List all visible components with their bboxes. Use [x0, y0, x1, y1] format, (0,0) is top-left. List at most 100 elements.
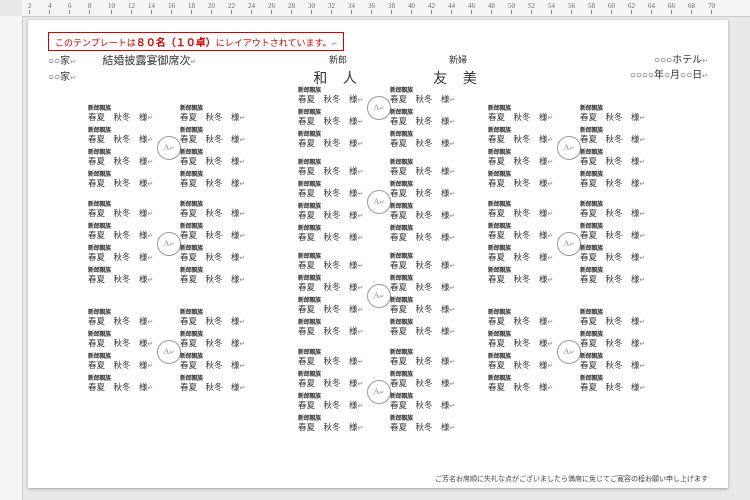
guest-name: 春夏 秋冬 様↵ [180, 179, 250, 189]
guest-name: 春夏 秋冬 様↵ [88, 157, 158, 167]
guest-name: 春夏 秋冬 様↵ [580, 275, 650, 285]
guest-name: 春夏 秋冬 様↵ [390, 117, 460, 127]
ruler-tick: 26 [268, 2, 275, 14]
guest: 新郎親族春夏 秋冬 様↵ [180, 310, 250, 326]
guest-name: 春夏 秋冬 様↵ [298, 283, 368, 293]
ruler-tick: 68 [688, 2, 695, 14]
guest-name: 春夏 秋冬 様↵ [298, 139, 368, 149]
guest: 新郎親族春夏 秋冬 様↵ [88, 310, 158, 326]
guest-name: 春夏 秋冬 様↵ [180, 317, 250, 327]
guest: 新郎親族春夏 秋冬 様↵ [488, 376, 558, 392]
ruler-tick: 56 [568, 2, 575, 14]
guest: 新郎親族春夏 秋冬 様↵ [180, 268, 250, 284]
ruler-tick: 46 [468, 2, 475, 14]
guest-name: 春夏 秋冬 様↵ [488, 157, 558, 167]
footer-note: ご芳名お席順に失礼な点がございましたら満席に免じてご寛容の程お願い申し上げます [435, 474, 708, 484]
guest: 新郎親族春夏 秋冬 様↵ [488, 246, 558, 262]
ruler-tick: 18 [188, 2, 195, 14]
seating-area: A↵新郎親族春夏 秋冬 様↵新郎親族春夏 秋冬 様↵新郎親族春夏 秋冬 様↵新郎… [48, 94, 708, 474]
seating-table: A↵新郎親族春夏 秋冬 様↵新郎親族春夏 秋冬 様↵新郎親族春夏 秋冬 様↵新郎… [298, 160, 458, 242]
guest-name: 春夏 秋冬 様↵ [390, 379, 460, 389]
ruler-tick: 42 [428, 2, 435, 14]
guest-name: 春夏 秋冬 様↵ [580, 179, 650, 189]
guest: 新郎親族春夏 秋冬 様↵ [580, 332, 650, 348]
guest-name: 春夏 秋冬 様↵ [390, 357, 460, 367]
ruler-tick: 52 [528, 2, 535, 14]
guest-name: 春夏 秋冬 様↵ [390, 305, 460, 315]
guest-name: 春夏 秋冬 様↵ [488, 275, 558, 285]
guest-name: 春夏 秋冬 様↵ [488, 317, 558, 327]
guest: 新郎親族春夏 秋冬 様↵ [488, 332, 558, 348]
seating-table: A↵新郎親族春夏 秋冬 様↵新郎親族春夏 秋冬 様↵新郎親族春夏 秋冬 様↵新郎… [88, 310, 248, 392]
guest-name: 春夏 秋冬 様↵ [580, 113, 650, 123]
guest: 新郎親族春夏 秋冬 様↵ [298, 204, 368, 220]
guest-name: 春夏 秋冬 様↵ [180, 339, 250, 349]
guest: 新郎親族春夏 秋冬 様↵ [390, 350, 460, 366]
guest: 新郎親族春夏 秋冬 様↵ [580, 246, 650, 262]
guest-name: 春夏 秋冬 様↵ [88, 339, 158, 349]
ruler-tick: 38 [388, 2, 395, 14]
guest: 新郎親族春夏 秋冬 様↵ [580, 202, 650, 218]
guest-name: 春夏 秋冬 様↵ [88, 231, 158, 241]
guest: 新郎親族春夏 秋冬 様↵ [88, 376, 158, 392]
guest-name: 春夏 秋冬 様↵ [390, 233, 460, 243]
guest: 新郎親族春夏 秋冬 様↵ [88, 354, 158, 370]
guest-name: 春夏 秋冬 様↵ [180, 361, 250, 371]
guest: 新郎親族春夏 秋冬 様↵ [180, 224, 250, 240]
guest: 新郎親族春夏 秋冬 様↵ [298, 132, 368, 148]
ruler-tick: 70 [708, 2, 715, 14]
guest-name: 春夏 秋冬 様↵ [488, 361, 558, 371]
guest-name: 春夏 秋冬 様↵ [298, 423, 368, 433]
ruler-tick: 50 [508, 2, 515, 14]
guest-name: 春夏 秋冬 様↵ [88, 209, 158, 219]
ruler-tick: 36 [368, 2, 375, 14]
guest-name: 春夏 秋冬 様↵ [390, 401, 460, 411]
table-circle: A↵ [367, 190, 391, 214]
event-title: 結婚披露宴御席次 [102, 55, 190, 67]
table-circle: A↵ [157, 340, 181, 364]
page: このテンプレートは８０名（１０卓）にレイアウトされています。↵ ○○家↵ 結婚披… [28, 20, 728, 488]
ruler-tick: 48 [488, 2, 495, 14]
table-circle: A↵ [367, 380, 391, 404]
guest-name: 春夏 秋冬 様↵ [88, 383, 158, 393]
guest: 新郎親族春夏 秋冬 様↵ [298, 394, 368, 410]
guest-name: 春夏 秋冬 様↵ [390, 283, 460, 293]
guest: 新郎親族春夏 秋冬 様↵ [488, 310, 558, 326]
guest: 新郎親族春夏 秋冬 様↵ [580, 128, 650, 144]
guest: 新郎親族春夏 秋冬 様↵ [390, 182, 460, 198]
guest: 新郎親族春夏 秋冬 様↵ [390, 372, 460, 388]
guest-name: 春夏 秋冬 様↵ [488, 383, 558, 393]
ruler-tick: 60 [608, 2, 615, 14]
guest-name: 春夏 秋冬 様↵ [488, 339, 558, 349]
guest-name: 春夏 秋冬 様↵ [390, 261, 460, 271]
guest-name: 春夏 秋冬 様↵ [580, 157, 650, 167]
guest: 新郎親族春夏 秋冬 様↵ [298, 276, 368, 292]
guest: 新郎親族春夏 秋冬 様↵ [488, 354, 558, 370]
ruler-tick: 54 [548, 2, 555, 14]
guest-name: 春夏 秋冬 様↵ [180, 275, 250, 285]
guest: 新郎親族春夏 秋冬 様↵ [488, 268, 558, 284]
guest: 新郎親族春夏 秋冬 様↵ [88, 332, 158, 348]
guest-name: 春夏 秋冬 様↵ [488, 179, 558, 189]
guest: 新郎親族春夏 秋冬 様↵ [390, 298, 460, 314]
guest: 新郎親族春夏 秋冬 様↵ [88, 224, 158, 240]
guest-name: 春夏 秋冬 様↵ [180, 383, 250, 393]
seating-table: A↵新郎親族春夏 秋冬 様↵新郎親族春夏 秋冬 様↵新郎親族春夏 秋冬 様↵新郎… [88, 106, 248, 188]
guest: 新郎親族春夏 秋冬 様↵ [88, 150, 158, 166]
guest-name: 春夏 秋冬 様↵ [298, 327, 368, 337]
ruler-tick: 40 [408, 2, 415, 14]
guest-name: 春夏 秋冬 様↵ [298, 211, 368, 221]
guest: 新郎親族春夏 秋冬 様↵ [88, 202, 158, 218]
ruler-tick: 4 [48, 2, 52, 14]
guest: 新郎親族春夏 秋冬 様↵ [580, 354, 650, 370]
table-circle: A↵ [367, 284, 391, 308]
guest-name: 春夏 秋冬 様↵ [488, 113, 558, 123]
guest-name: 春夏 秋冬 様↵ [580, 361, 650, 371]
ruler-tick: 34 [348, 2, 355, 14]
guest: 新郎親族春夏 秋冬 様↵ [180, 246, 250, 262]
guest-name: 春夏 秋冬 様↵ [298, 305, 368, 315]
guest: 新郎親族春夏 秋冬 様↵ [298, 88, 368, 104]
date: ○○○○年○月○○日 [630, 70, 702, 81]
ruler-tick: 16 [168, 2, 175, 14]
ruler-tick: 58 [588, 2, 595, 14]
